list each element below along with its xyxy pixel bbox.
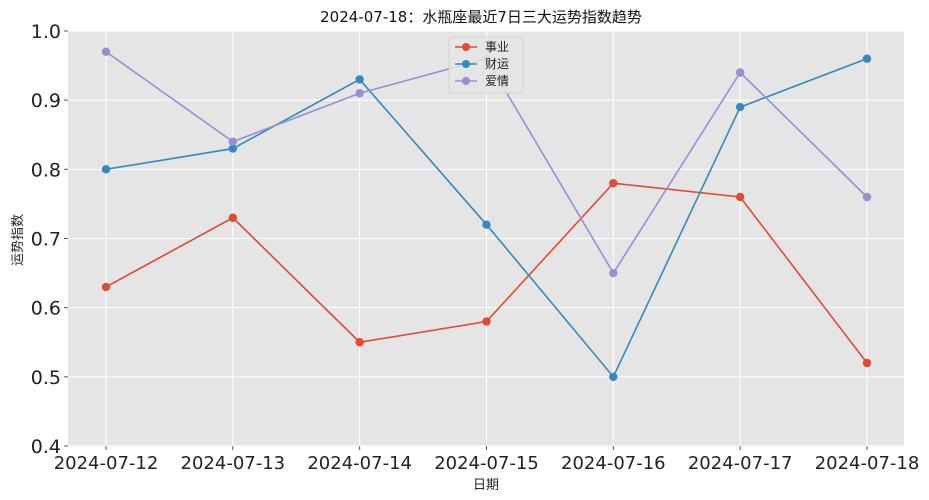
x-tick-label: 2024-07-12 bbox=[54, 453, 159, 474]
x-tick-label: 2024-07-14 bbox=[307, 453, 412, 474]
grid bbox=[68, 30, 904, 447]
data-point bbox=[101, 282, 111, 292]
x-tick-label: 2024-07-17 bbox=[688, 453, 793, 474]
data-point bbox=[862, 358, 872, 368]
legend-marker bbox=[462, 77, 470, 85]
y-axis-label: 运势指数 bbox=[10, 214, 26, 266]
legend-marker bbox=[462, 60, 470, 68]
y-tick-label: 0.6 bbox=[31, 298, 61, 320]
y-tick-label: 0.8 bbox=[31, 159, 61, 181]
legend-label: 事业 bbox=[485, 40, 509, 54]
x-tick-label: 2024-07-18 bbox=[815, 453, 920, 474]
legend-item: 财运 bbox=[455, 57, 509, 71]
data-point bbox=[482, 220, 491, 229]
data-point bbox=[101, 47, 111, 56]
y-tick-label: 0.9 bbox=[31, 90, 61, 112]
x-tick-label: 2024-07-15 bbox=[434, 453, 539, 474]
series-0 bbox=[101, 178, 872, 368]
legend-marker bbox=[462, 43, 470, 51]
y-tick-label: 0.5 bbox=[31, 367, 61, 389]
legend-label: 爱情 bbox=[485, 74, 509, 88]
legend-label: 财运 bbox=[485, 57, 509, 71]
data-point bbox=[609, 372, 618, 382]
legend-item: 爱情 bbox=[455, 74, 509, 88]
x-tick-label: 2024-07-16 bbox=[561, 453, 666, 474]
data-point bbox=[101, 165, 111, 174]
data-point bbox=[482, 317, 491, 326]
legend-item: 事业 bbox=[455, 40, 509, 54]
data-point bbox=[355, 338, 364, 347]
data-point bbox=[735, 102, 745, 112]
x-axis-label: 日期 bbox=[473, 478, 499, 493]
data-point bbox=[228, 137, 238, 146]
y-tick-label: 1.0 bbox=[31, 21, 61, 43]
series-1 bbox=[101, 54, 872, 382]
data-point bbox=[735, 68, 745, 77]
chart-title: 2024-07-18：水瓶座最近7日三大运势指数趋势 bbox=[320, 8, 642, 26]
axes: 0.4 0.5 0.6 0.7 0.8 0.9 1.0 2024-07-12 2024-07-1… bbox=[31, 21, 920, 474]
data-point bbox=[609, 178, 618, 188]
y-tick-label: 0.4 bbox=[31, 436, 61, 458]
data-point bbox=[355, 89, 364, 98]
x-tick-label: 2024-07-13 bbox=[181, 453, 286, 474]
data-point bbox=[609, 268, 618, 278]
data-point bbox=[355, 75, 364, 84]
data-point bbox=[862, 192, 872, 202]
data-point bbox=[228, 144, 238, 153]
data-point bbox=[735, 192, 745, 202]
y-tick-label: 0.7 bbox=[31, 229, 61, 251]
data-point bbox=[228, 213, 238, 222]
data-point bbox=[862, 54, 872, 63]
